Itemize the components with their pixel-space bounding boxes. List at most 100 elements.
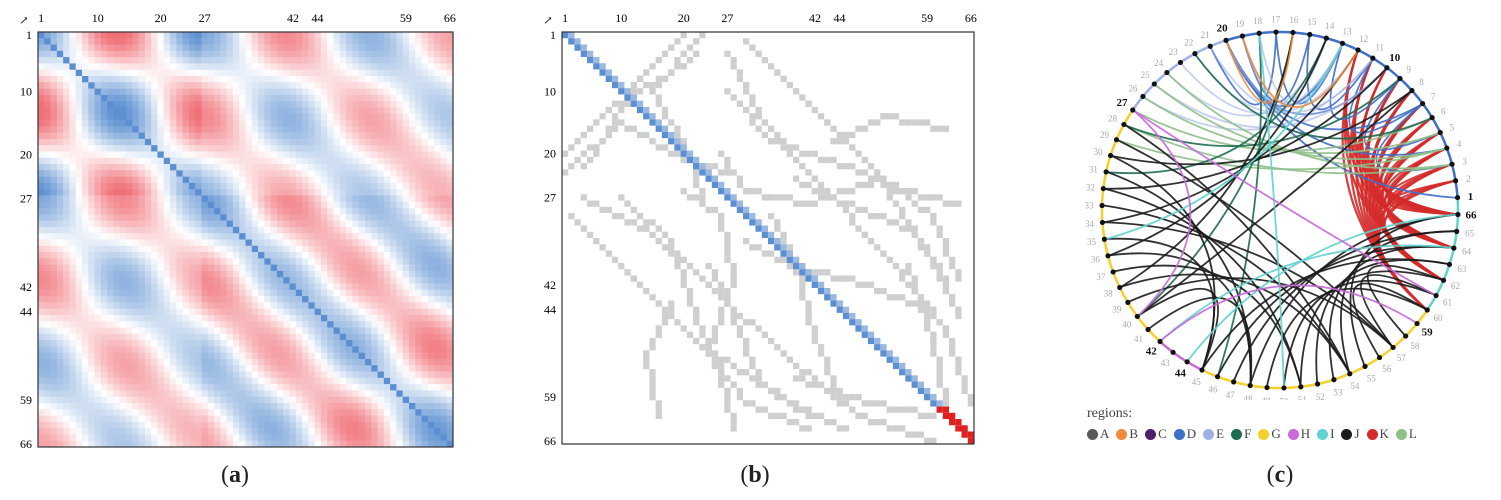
heatmap-cell <box>364 277 372 284</box>
heatmap-cell <box>314 214 322 221</box>
heatmap-cell <box>295 277 303 284</box>
heatmap-cell <box>258 170 265 177</box>
heatmap-cell <box>314 82 322 89</box>
heatmap-cell <box>239 277 246 284</box>
heatmap-cell <box>44 138 51 146</box>
heatmap-cell <box>440 340 448 347</box>
heatmap-cell <box>151 352 158 360</box>
heatmap-cell <box>88 145 95 152</box>
heatmap-cell <box>358 365 366 372</box>
heatmap-cell <box>38 270 45 278</box>
heatmap-cell <box>94 226 102 234</box>
heatmap-cell <box>201 145 209 152</box>
heatmap-cell <box>333 132 341 140</box>
heatmap-cell <box>371 396 378 404</box>
heatmap-cell <box>427 189 435 196</box>
heatmap-cell <box>245 151 253 159</box>
heatmap-cell <box>138 120 146 127</box>
heatmap-cell <box>232 107 240 115</box>
heatmap-cell <box>346 189 353 196</box>
heatmap-cell <box>188 415 196 423</box>
heatmap-cell <box>276 38 284 45</box>
heatmap-cell <box>226 264 234 272</box>
heatmap-cell <box>396 296 403 303</box>
heatmap-cell <box>383 132 391 140</box>
heatmap-cell <box>207 201 215 209</box>
heatmap-cell <box>251 264 259 272</box>
heatmap-cell <box>56 365 64 372</box>
heatmap-cell <box>56 182 64 190</box>
heatmap-cell <box>138 440 146 448</box>
heatmap-cell <box>593 144 600 151</box>
heatmap-cell <box>440 101 448 108</box>
heatmap-cell <box>390 170 397 177</box>
heatmap-cell <box>421 195 429 203</box>
heatmap-cell <box>56 390 64 397</box>
heatmap-cell <box>176 69 183 77</box>
heatmap-cell <box>170 138 177 146</box>
heatmap-cell <box>427 113 435 121</box>
heatmap-cell <box>214 50 221 58</box>
heatmap-cell <box>38 440 45 448</box>
heatmap-cell <box>232 214 240 221</box>
heatmap-cell <box>38 113 45 121</box>
heatmap-cell <box>245 201 253 209</box>
heatmap-cell <box>446 264 454 272</box>
heatmap-cell <box>805 369 812 376</box>
heatmap-cell <box>283 69 290 77</box>
heatmap-cell <box>314 126 322 133</box>
heatmap-cell <box>408 371 416 379</box>
heatmap-cell <box>624 219 631 226</box>
heatmap-cell <box>440 277 448 284</box>
heatmap-cell <box>358 327 366 335</box>
heatmap-cell <box>232 402 240 410</box>
heatmap-cell <box>320 314 328 322</box>
heatmap-cell <box>144 333 152 341</box>
heatmap-cell <box>780 350 787 357</box>
heatmap-cell <box>94 94 102 102</box>
heatmap-cell <box>232 189 240 196</box>
heatmap-cell <box>415 138 422 146</box>
heatmap-cell <box>69 189 77 196</box>
heatmap-cell <box>655 75 662 82</box>
heatmap-cell <box>283 390 290 397</box>
heatmap-cell <box>264 270 271 278</box>
heatmap-cell <box>308 289 315 297</box>
heatmap-cell <box>270 258 278 265</box>
heatmap-cell <box>56 321 64 328</box>
heatmap-cell <box>661 312 669 320</box>
heatmap-cell <box>718 369 725 376</box>
heatmap-cell <box>724 387 731 395</box>
heatmap-cell <box>94 321 102 328</box>
heatmap-cell <box>799 369 806 376</box>
heatmap-cell <box>69 283 77 291</box>
heatmap-cell <box>289 32 297 39</box>
heatmap-cell <box>314 409 322 416</box>
heatmap-cell <box>421 88 429 96</box>
heatmap-cell <box>402 50 410 58</box>
heatmap-cell <box>201 94 209 102</box>
heatmap-cell <box>314 277 322 284</box>
heatmap-cell <box>119 38 127 45</box>
heatmap-cell <box>239 377 246 385</box>
heatmap-cell <box>188 302 196 309</box>
heatmap-cell <box>377 189 385 196</box>
heatmap-cell <box>446 358 454 366</box>
heatmap-cell <box>56 428 64 435</box>
heatmap-cell <box>383 50 391 58</box>
heatmap-cell <box>743 350 750 357</box>
heatmap-cell <box>396 113 403 121</box>
heatmap-cell <box>50 314 58 322</box>
heatmap-cell <box>799 200 806 207</box>
heatmap-cell <box>188 120 196 127</box>
heatmap-cell <box>283 352 290 360</box>
heatmap-cell <box>283 189 290 196</box>
heatmap-cell <box>245 277 253 284</box>
heatmap-cell <box>82 396 89 404</box>
heatmap-cell <box>314 402 322 410</box>
heatmap-cell <box>283 107 290 115</box>
heatmap-cell <box>69 321 77 328</box>
heatmap-cell <box>693 169 700 176</box>
heatmap-cell <box>176 157 183 165</box>
heatmap-cell <box>346 170 353 177</box>
